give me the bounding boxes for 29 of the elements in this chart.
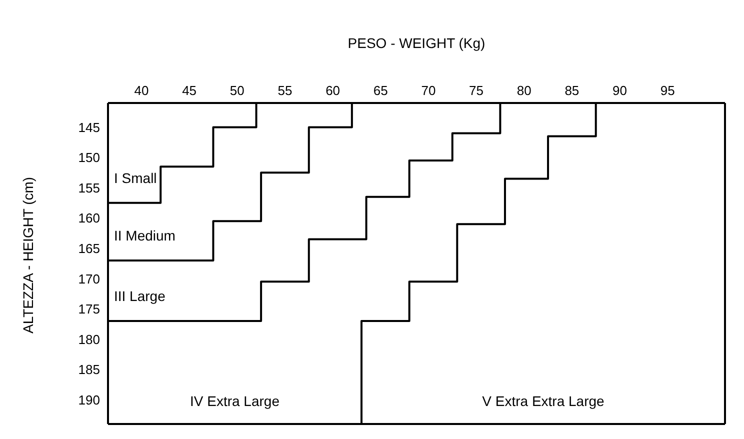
y-tick-label: 165 <box>78 240 100 256</box>
annotation: IV Extra Large <box>190 393 280 409</box>
x-tick-label: 75 <box>469 83 484 98</box>
y-tick-label: 170 <box>78 271 100 286</box>
y-axis-title: ALTEZZA - HEIGHT (cm) <box>20 176 36 334</box>
y-tick-label: 160 <box>78 210 100 226</box>
y-tick-label: 145 <box>78 120 100 135</box>
x-tick-label: 40 <box>134 83 149 98</box>
y-tick-label: 150 <box>78 150 100 166</box>
x-tick-label: 80 <box>516 83 532 98</box>
annotation: I Small <box>114 170 157 186</box>
x-axis-title: PESO - WEIGHT (Kg) <box>348 34 486 51</box>
annotation: II Medium <box>114 227 176 244</box>
y-tick-label: 175 <box>78 302 100 317</box>
y-tick-label: 155 <box>78 180 100 196</box>
x-tick-label: 65 <box>373 83 388 98</box>
x-tick-label: 50 <box>230 83 244 98</box>
y-tick-label: 180 <box>78 332 100 347</box>
x-tick-label: 85 <box>564 83 580 98</box>
x-tick-label: 70 <box>421 83 436 98</box>
y-tick-label: 190 <box>78 392 100 408</box>
x-tick-label: 60 <box>326 83 340 98</box>
x-tick-label: 90 <box>612 83 628 98</box>
annotation: III Large <box>114 288 166 304</box>
x-tick-label: 95 <box>660 83 675 98</box>
annotation: V Extra Extra Large <box>482 393 605 409</box>
x-tick-label: 45 <box>182 83 197 98</box>
x-tick-label: 55 <box>278 83 292 98</box>
y-tick-label: 185 <box>78 362 100 378</box>
